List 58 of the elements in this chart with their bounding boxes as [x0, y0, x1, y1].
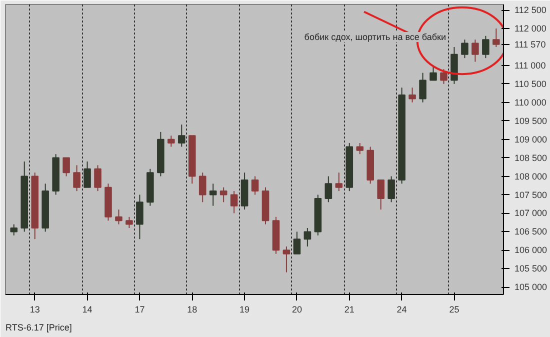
annotation: бобик сдох, шортить на все бабки [304, 32, 446, 42]
y-tick-label: 108 000 [514, 171, 548, 182]
candlestick [73, 164, 80, 192]
candlestick [126, 216, 133, 229]
candlestick [115, 209, 122, 225]
candlestick [10, 224, 18, 236]
x-tick-label: 13 [30, 304, 40, 314]
candlestick [461, 39, 468, 59]
candlestick [62, 157, 70, 177]
candlestick [377, 179, 384, 210]
candlestick [356, 142, 364, 155]
x-tick-label: 25 [449, 304, 460, 314]
y-tick-label: 105 500 [514, 264, 548, 274]
candlestick [492, 28, 500, 48]
y-tick-label: 111 000 [514, 60, 546, 70]
x-tick-label: 17 [134, 304, 145, 314]
candlestick [282, 246, 290, 273]
candlestick [388, 176, 395, 203]
candlestick [84, 161, 91, 188]
candlestick [230, 190, 238, 214]
y-tick-label: 111 570 [514, 39, 546, 50]
candlestick [430, 64, 437, 81]
candlestick [178, 124, 186, 148]
y-tick-label: 112 500 [514, 5, 546, 16]
candlestick [293, 231, 301, 254]
text: RTS-6.17 [Price] [6, 322, 72, 332]
y-tick-label: 107 500 [514, 190, 548, 200]
y-tick-label: 106 000 [514, 245, 548, 256]
candlestick [209, 183, 217, 206]
y-tick-label: 107 000 [514, 208, 548, 218]
candlestick [472, 39, 479, 62]
candlestick [220, 186, 228, 203]
y-tick-label: 109 500 [514, 116, 548, 126]
y-tick-label: 109 000 [514, 134, 548, 144]
candlestick [335, 172, 343, 192]
candlestick [324, 176, 332, 203]
candlestick [168, 135, 175, 148]
candlestick [304, 228, 312, 247]
candlestick [482, 35, 490, 59]
y-tick-label: 105 000 [514, 282, 548, 292]
y-tick-label: 108 500 [514, 152, 548, 163]
x-tick-label: 19 [240, 304, 250, 314]
candlestick [136, 194, 144, 240]
x-tick-label: 21 [344, 304, 354, 314]
candlestick [198, 172, 206, 203]
candlestick [94, 164, 102, 192]
y-tick-label: 110 000 [514, 97, 546, 108]
x-tick-label: 14 [82, 304, 92, 314]
candlestick [440, 68, 448, 84]
y-tick-label: 110 500 [514, 78, 546, 89]
x-tick-label: 24 [396, 304, 407, 314]
x-tick-label: 20 [292, 304, 302, 314]
y-tick-label: 106 500 [514, 226, 548, 237]
x-tick-label: 18 [187, 304, 198, 314]
candlestick [419, 72, 426, 103]
y-tick-label: 112 000 [514, 24, 546, 34]
candlestick [251, 176, 259, 196]
candlestick [408, 87, 416, 103]
